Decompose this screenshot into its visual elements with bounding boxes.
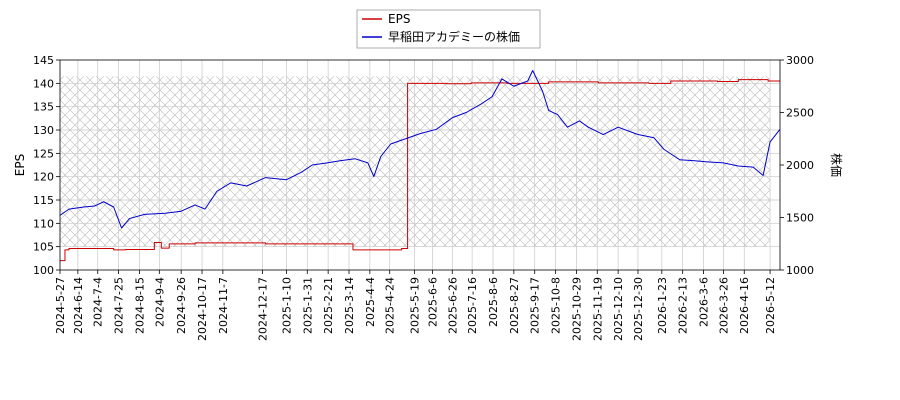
right-tick-label: 1000 — [786, 264, 814, 277]
legend-label-eps: EPS — [388, 12, 410, 26]
right-tick-label: 2500 — [786, 107, 814, 120]
right-tick-label: 2000 — [786, 159, 814, 172]
x-tick-label: 2024-6-14 — [72, 277, 85, 334]
left-tick-label: 145 — [33, 54, 54, 67]
stock-price-series-line — [60, 70, 780, 229]
x-tick-label: 2025-7-16 — [466, 277, 479, 334]
right-axis: 1000 1500 2000 2500 3000 — [780, 54, 814, 277]
x-tick-label: 2025-11-19 — [591, 277, 604, 341]
left-tick-label: 125 — [33, 147, 54, 160]
hatched-region — [60, 76, 771, 247]
x-tick-label: 2025-8-6 — [487, 277, 500, 327]
x-tick-label: 2025-1-31 — [301, 277, 314, 334]
x-tick-label: 2026-5-12 — [764, 277, 777, 334]
x-tick-label: 2026-4-16 — [738, 277, 751, 334]
legend-label-price: 早稲田アカデミーの株価 — [388, 29, 520, 44]
x-tick-label: 2026-3-6 — [698, 277, 711, 327]
legend: EPS 早稲田アカデミーの株価 — [356, 9, 541, 49]
x-tick-label: 2025-3-14 — [343, 277, 356, 334]
x-tick-label: 2026-3-26 — [717, 277, 730, 334]
x-tick-label: 2025-8-27 — [508, 277, 521, 334]
x-tick-label: 2024-5-27 — [54, 277, 67, 334]
x-tick-label: 2024-9-4 — [153, 277, 166, 327]
left-tick-label: 135 — [33, 101, 54, 114]
left-axis: 100 105 110 115 120 125 130 135 140 145 — [33, 54, 60, 277]
x-tick-label: 2025-4-24 — [384, 277, 397, 334]
x-tick-label: 2024-12-17 — [257, 277, 270, 341]
left-tick-label: 100 — [33, 264, 54, 277]
right-tick-label: 1500 — [786, 212, 814, 225]
grid — [60, 60, 780, 270]
x-tick-label: 2025-12-10 — [612, 277, 625, 341]
series-layer — [60, 70, 780, 262]
x-tick-label: 2025-4-4 — [364, 277, 377, 327]
x-tick-label: 2025-5-19 — [409, 277, 422, 334]
left-tick-label: 115 — [33, 194, 54, 207]
left-tick-label: 110 — [33, 217, 54, 230]
x-tick-label: 2024-8-15 — [133, 277, 146, 334]
legend-box — [356, 9, 541, 49]
left-axis-label: EPS — [13, 154, 27, 176]
x-tick-label: 2024-10-17 — [196, 277, 209, 341]
x-axis: 2024-5-27 2024-6-14 2024-7-4 2024-7-25 2024-… — [54, 270, 777, 341]
left-tick-label: 120 — [33, 171, 54, 184]
x-tick-label: 2025-9-17 — [529, 277, 542, 334]
x-tick-label: 2026-2-13 — [677, 277, 690, 334]
x-tick-label: 2024-9-26 — [175, 277, 188, 334]
x-tick-label: 2025-12-30 — [632, 277, 645, 341]
eps-series-line — [60, 79, 780, 262]
left-tick-label: 140 — [33, 77, 54, 90]
x-tick-label: 2026-1-23 — [656, 277, 669, 334]
x-tick-label: 2024-7-4 — [92, 277, 105, 327]
x-tick-label: 2025-6-26 — [446, 277, 459, 334]
x-tick-label: 2025-1-10 — [280, 277, 293, 334]
x-tick-label: 2025-10-29 — [570, 277, 583, 341]
left-tick-label: 105 — [33, 241, 54, 254]
x-tick-label: 2024-11-7 — [217, 277, 230, 334]
x-tick-label: 2025-2-21 — [322, 277, 335, 334]
right-axis-label: 株価 — [829, 153, 844, 177]
right-tick-label: 3000 — [786, 54, 814, 67]
x-tick-label: 2025-6-6 — [426, 277, 439, 327]
x-tick-label: 2024-7-25 — [113, 277, 126, 334]
x-tick-label: 2025-10-8 — [550, 277, 563, 334]
left-tick-label: 130 — [33, 124, 54, 137]
